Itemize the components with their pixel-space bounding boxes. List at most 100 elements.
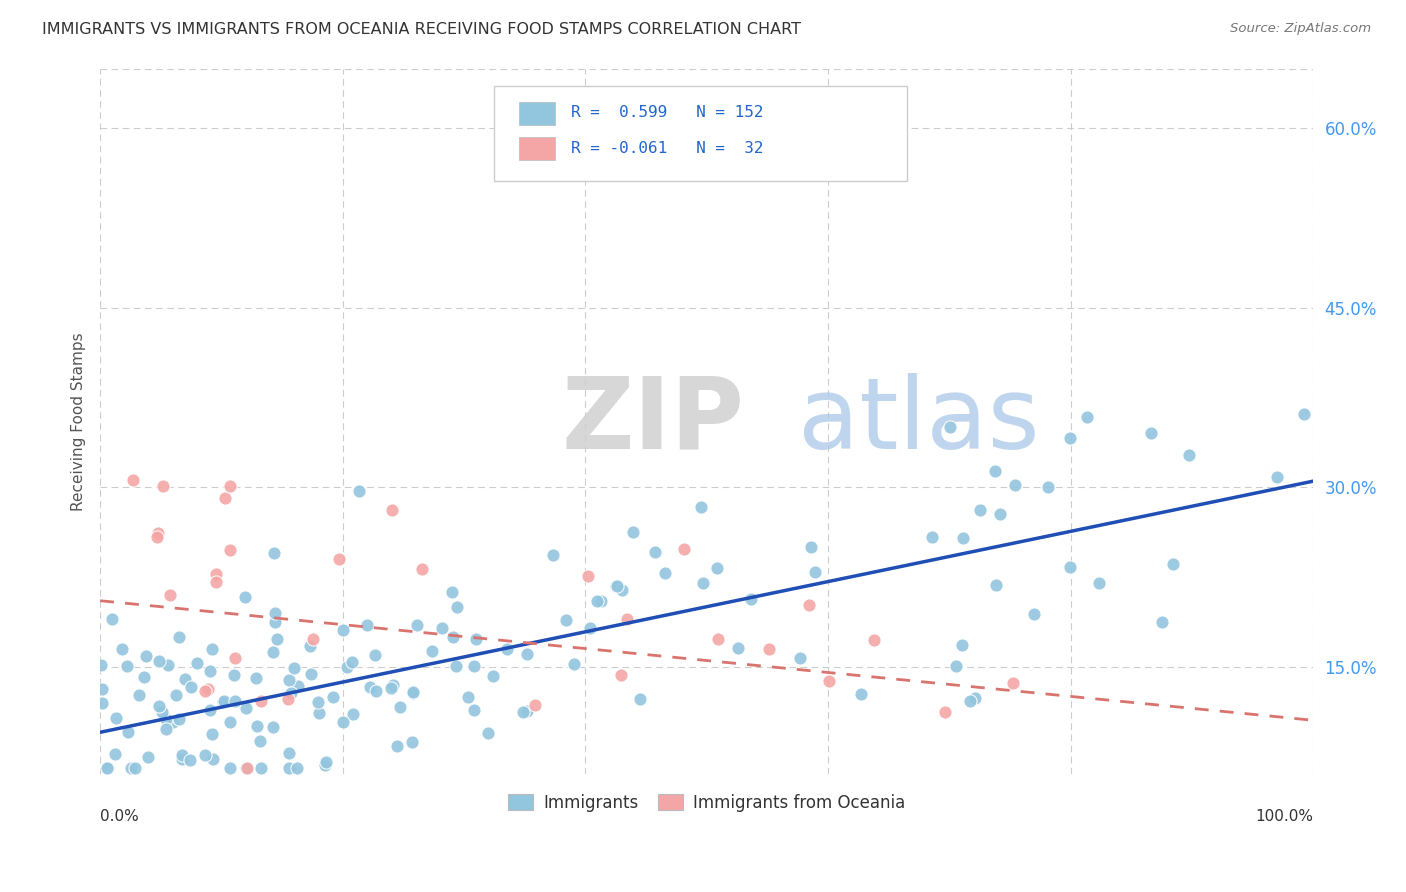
Point xyxy=(610,668,633,682)
Point xyxy=(287,679,309,693)
Point xyxy=(165,688,187,702)
Text: IMMIGRANTS VS IMMIGRANTS FROM OCEANIA RECEIVING FOOD STAMPS CORRELATION CHART: IMMIGRANTS VS IMMIGRANTS FROM OCEANIA RE… xyxy=(42,22,801,37)
Point xyxy=(612,583,634,598)
Point xyxy=(104,747,127,761)
Point xyxy=(159,588,181,602)
Point xyxy=(277,691,299,706)
Point xyxy=(117,725,139,739)
Point xyxy=(797,598,820,612)
Point xyxy=(444,659,467,673)
Point xyxy=(150,705,173,719)
Point xyxy=(789,651,811,665)
Point xyxy=(91,697,114,711)
Point xyxy=(963,690,986,705)
Point xyxy=(135,649,157,664)
Point xyxy=(477,726,499,740)
Point xyxy=(430,621,453,635)
Point xyxy=(402,685,425,699)
Point xyxy=(246,719,269,733)
Point xyxy=(105,711,128,725)
Point xyxy=(308,706,330,720)
Point xyxy=(236,761,259,775)
Point xyxy=(280,686,302,700)
Point xyxy=(224,651,246,665)
Point xyxy=(197,682,219,697)
Point xyxy=(605,579,627,593)
Point xyxy=(136,750,159,764)
Point xyxy=(690,500,713,515)
Point xyxy=(380,681,402,696)
Point xyxy=(381,677,404,691)
Point xyxy=(988,507,1011,521)
Point xyxy=(128,688,150,702)
Point xyxy=(706,561,728,575)
Point xyxy=(219,714,242,729)
Point xyxy=(406,618,429,632)
Point xyxy=(266,632,288,647)
Point xyxy=(457,690,479,705)
Point xyxy=(198,703,221,717)
Point xyxy=(205,566,228,581)
Point xyxy=(644,545,666,559)
Point xyxy=(543,548,565,562)
Point xyxy=(193,683,215,698)
Point xyxy=(186,657,208,671)
Point xyxy=(706,632,728,646)
Point xyxy=(516,704,538,718)
Point xyxy=(120,761,142,775)
Point xyxy=(172,751,194,765)
Point xyxy=(1178,449,1201,463)
Point xyxy=(283,660,305,674)
Point xyxy=(1076,410,1098,425)
Point xyxy=(555,613,578,627)
Point xyxy=(152,479,174,493)
Point xyxy=(198,665,221,679)
Point xyxy=(194,747,217,762)
Point xyxy=(263,546,285,560)
Point xyxy=(440,585,463,599)
Point xyxy=(381,502,404,516)
Point xyxy=(800,540,823,554)
Point xyxy=(585,593,607,607)
Point xyxy=(96,761,118,775)
Text: R =  0.599   N = 152: R = 0.599 N = 152 xyxy=(571,105,763,120)
Point xyxy=(516,647,538,661)
Point xyxy=(1004,478,1026,492)
Y-axis label: Receiving Food Stamps: Receiving Food Stamps xyxy=(72,332,86,510)
Point xyxy=(959,694,981,708)
Point xyxy=(1265,470,1288,484)
Point xyxy=(155,712,177,726)
Point xyxy=(984,578,1007,592)
Point xyxy=(402,685,425,699)
Point xyxy=(285,761,308,775)
Point xyxy=(212,694,235,708)
Point xyxy=(250,694,273,708)
Point xyxy=(1294,408,1316,422)
Point xyxy=(579,621,602,635)
Point xyxy=(616,612,638,626)
Point xyxy=(342,706,364,721)
Point xyxy=(740,591,762,606)
Point xyxy=(411,562,433,576)
Text: Source: ZipAtlas.com: Source: ZipAtlas.com xyxy=(1230,22,1371,36)
Text: 100.0%: 100.0% xyxy=(1256,809,1313,824)
Point xyxy=(219,543,242,558)
Point xyxy=(218,478,240,492)
Point xyxy=(235,761,257,775)
Point xyxy=(934,705,956,719)
Point xyxy=(950,638,973,652)
Point xyxy=(307,695,329,709)
Point xyxy=(235,701,257,715)
Point xyxy=(167,712,190,726)
Point xyxy=(356,618,378,632)
Point xyxy=(1087,576,1109,591)
FancyBboxPatch shape xyxy=(519,137,555,161)
Point xyxy=(1161,558,1184,572)
Point xyxy=(179,753,201,767)
Point xyxy=(245,671,267,685)
Point xyxy=(301,632,323,647)
Point xyxy=(322,690,344,705)
Point xyxy=(263,615,285,630)
Point xyxy=(401,735,423,749)
Point xyxy=(90,657,112,672)
